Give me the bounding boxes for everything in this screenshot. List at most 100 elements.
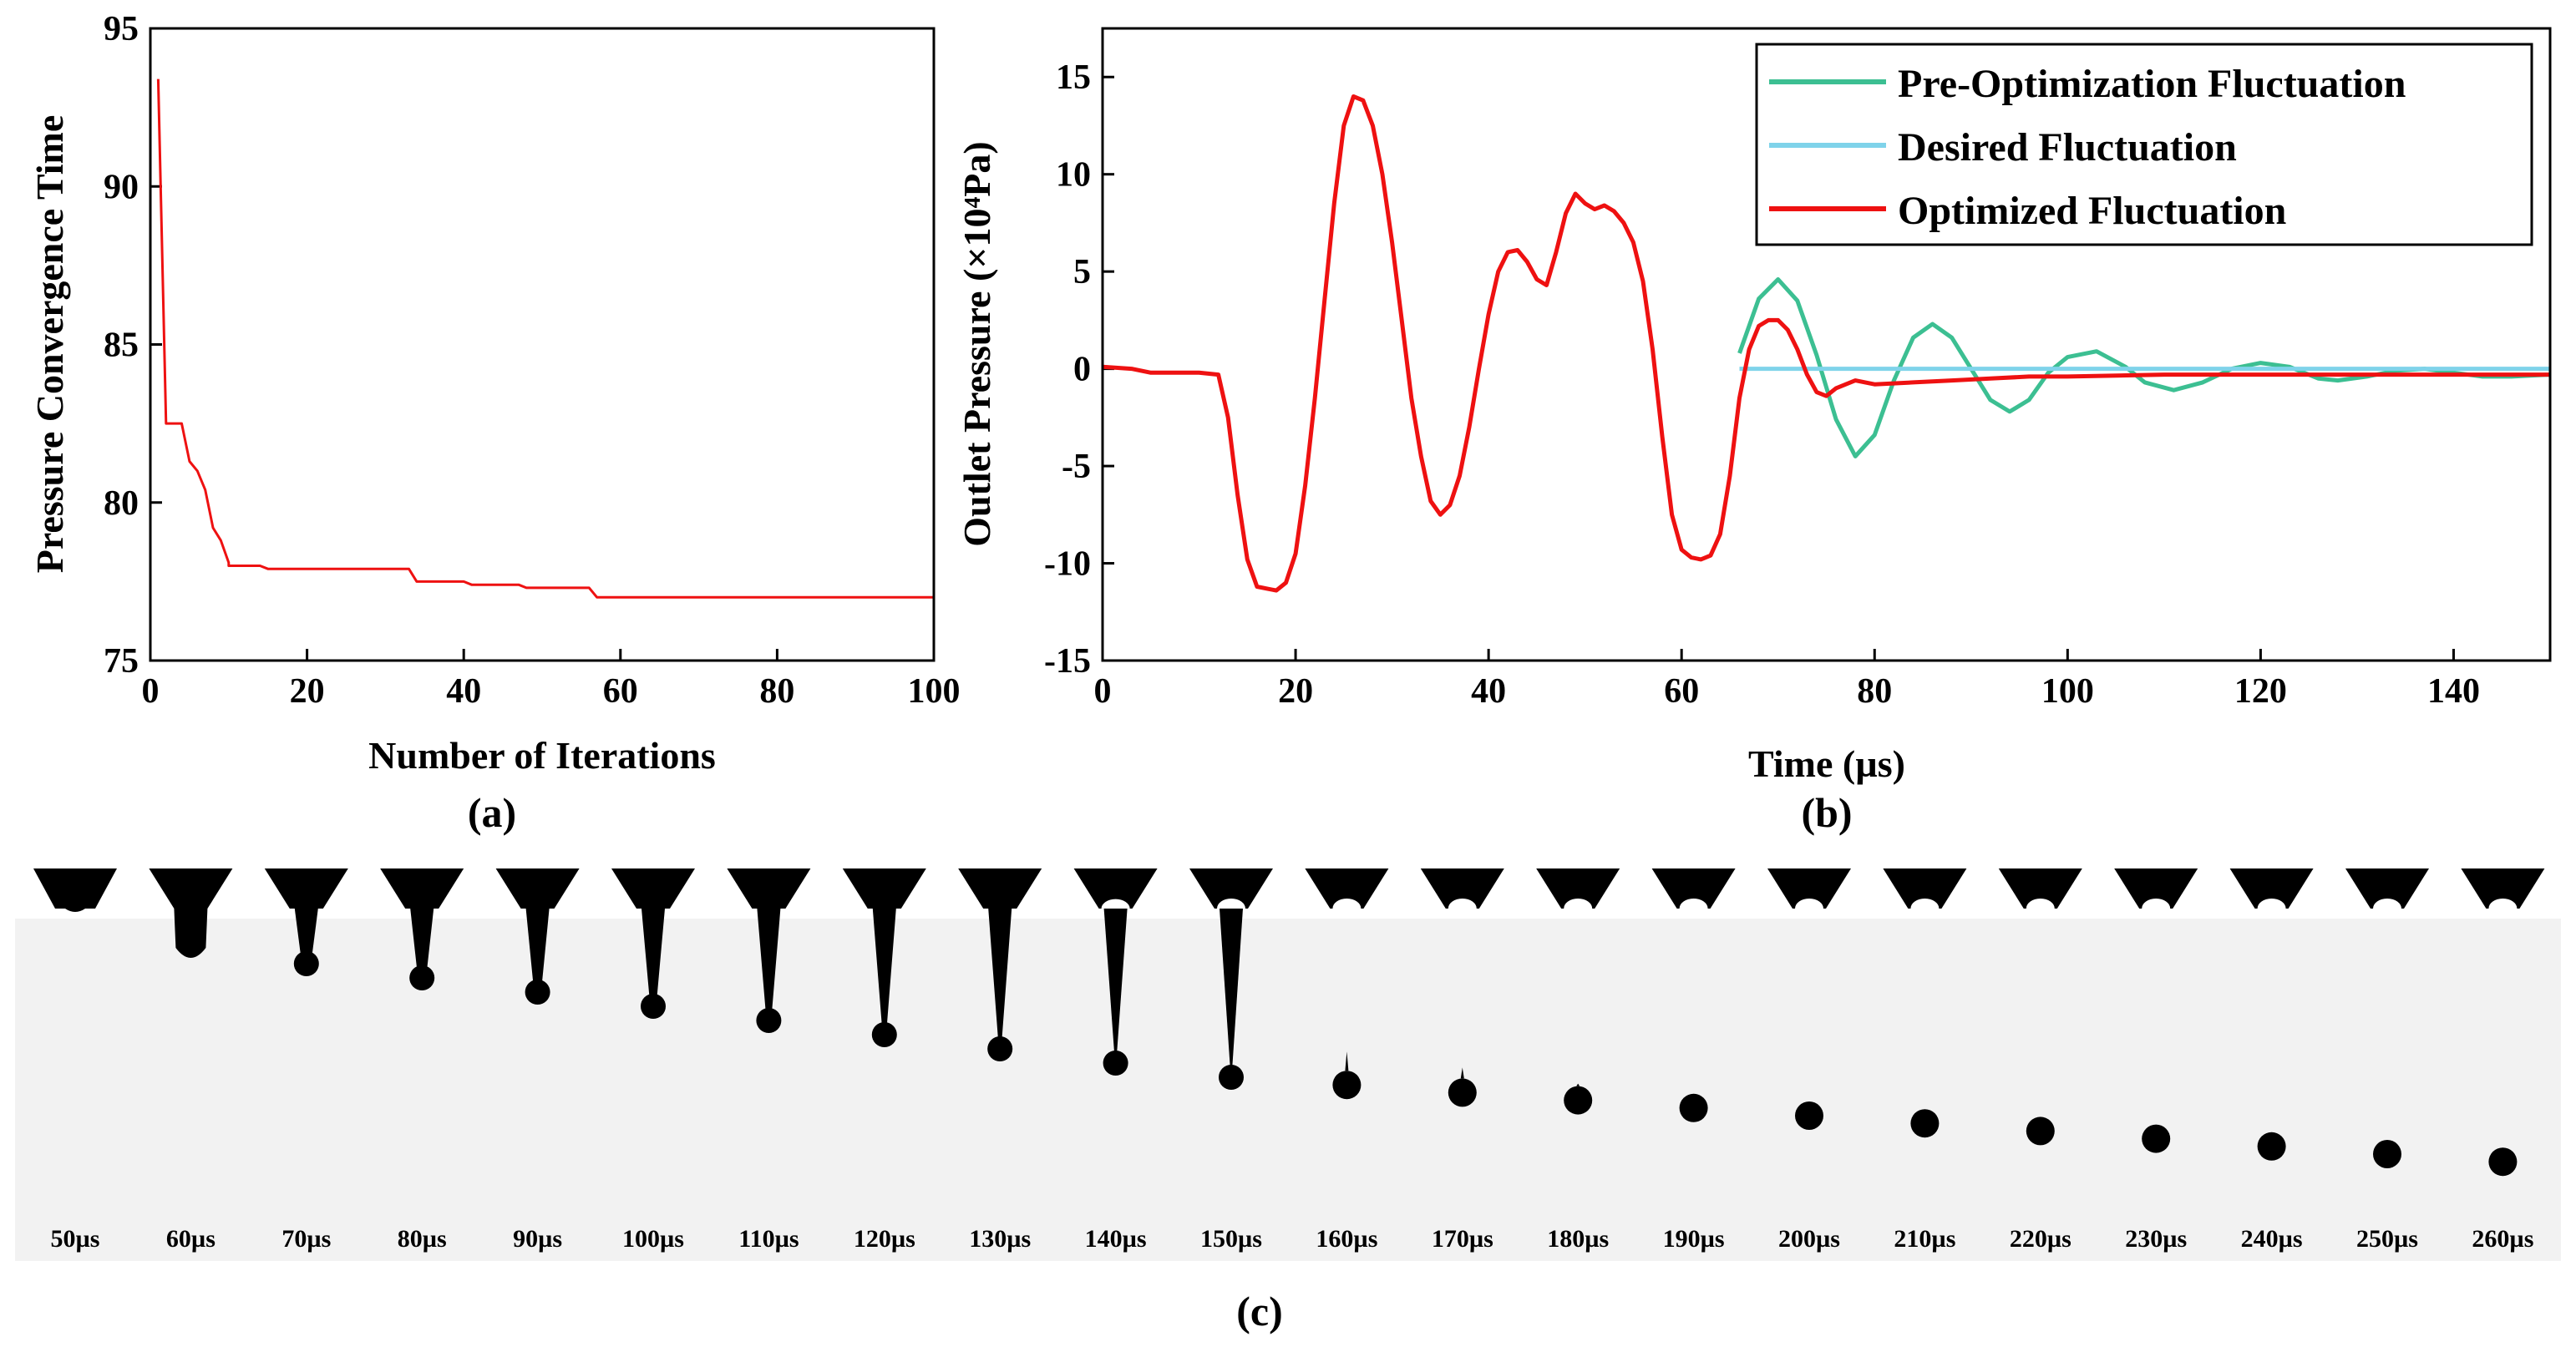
jet-ligament [1103, 909, 1128, 1056]
time-label: 130µs [969, 1225, 1031, 1253]
x-tick-label: 100 [908, 672, 961, 711]
nozzle-shape [1998, 868, 2082, 909]
nozzle-shape [611, 868, 695, 909]
nozzle-shape [1536, 868, 1620, 909]
droplet-frame: 240µs [2229, 868, 2314, 1253]
droplet-shape [1564, 1086, 1593, 1115]
y-tick-label: -5 [1062, 448, 1091, 486]
panel-a-xlabel: Number of Iterations [368, 734, 716, 777]
legend-label-desired: Desired Fluctuation [1898, 125, 2237, 170]
nozzle-meniscus [1332, 899, 1362, 919]
time-label: 220µs [2010, 1225, 2071, 1253]
droplet-shape [174, 909, 208, 958]
x-tick-label: 60 [1664, 672, 1699, 711]
nozzle-meniscus [2142, 899, 2171, 919]
y-tick-label: 95 [104, 10, 139, 48]
nozzle-shape [495, 868, 580, 909]
time-label: 100µs [622, 1225, 684, 1253]
jet-ligament [988, 909, 1012, 1042]
droplet-frame: 110µs [727, 868, 811, 1253]
y-tick-label: 85 [104, 327, 139, 365]
nozzle-shape [2114, 868, 2198, 909]
time-label: 210µs [1894, 1225, 1955, 1253]
jet-ligament [294, 909, 318, 957]
droplet-frame: 50µs [33, 868, 117, 1253]
y-tick-label: -10 [1044, 545, 1091, 584]
x-tick-label: 120 [2234, 672, 2287, 711]
time-label: 180µs [1547, 1225, 1609, 1253]
panel-a-plot-frame [149, 27, 936, 662]
time-label: 110µs [738, 1225, 799, 1253]
x-tick-label: 140 [2427, 672, 2480, 711]
y-tick-label: 90 [104, 168, 139, 206]
droplet-frame: 120µs [842, 868, 926, 1253]
legend-label-pre: Pre-Optimization Fluctuation [1898, 62, 2406, 106]
droplet-frame: 190µs [1651, 868, 1736, 1253]
time-label: 200µs [1778, 1225, 1840, 1253]
droplet-shape [871, 1022, 897, 1047]
time-label: 80µs [398, 1225, 447, 1253]
y-tick-label: 10 [1056, 156, 1091, 195]
nozzle-shape [1073, 868, 1158, 909]
droplet-frame: 70µs [264, 868, 348, 1253]
x-tick-label: 80 [759, 672, 794, 711]
nozzle-shape [264, 868, 348, 909]
nozzle-meniscus [1564, 899, 1593, 919]
panel-b-legend: Pre-Optimization Fluctuation Desired Flu… [1755, 43, 2533, 246]
droplet-frame: 150µs [1189, 868, 1273, 1253]
nozzle-meniscus [1795, 899, 1823, 919]
time-label: 260µs [2472, 1225, 2533, 1253]
y-tick-label: -15 [1044, 642, 1091, 681]
panel-b-label: (b) [1801, 789, 1852, 836]
series-line-optimized-fluctuation [1103, 94, 2550, 593]
panel-a-chart: 0 20 40 60 80 100 75 80 85 90 95 Pressure Converge… [28, 10, 961, 836]
nozzle-shape [380, 868, 464, 909]
time-label: 120µs [854, 1225, 915, 1253]
time-label: 150µs [1200, 1225, 1262, 1253]
droplet-strip-background [15, 919, 2561, 1261]
jet-ligament [1220, 909, 1243, 1071]
x-tick-label: 0 [142, 672, 160, 711]
nozzle-meniscus [2373, 899, 2401, 919]
panel-a-ylabel: Pressure Convergence Time [28, 115, 71, 574]
x-tick-label: 80 [1857, 672, 1892, 711]
nozzle-shape [1767, 868, 1851, 909]
droplet-frame: 210µs [1883, 868, 1967, 1253]
droplet-shape [987, 1036, 1013, 1061]
y-tick-label: 75 [104, 642, 139, 681]
droplet-shape [1679, 1093, 1708, 1122]
x-tick-label: 100 [2041, 672, 2094, 711]
jet-ligament [757, 909, 781, 1014]
droplet-frame: 220µs [1998, 868, 2082, 1253]
time-label: 230µs [2125, 1225, 2187, 1253]
droplet-shape [2026, 1117, 2055, 1146]
time-label: 50µs [51, 1225, 100, 1253]
droplet-frame: 100µs [611, 868, 695, 1253]
x-tick-label: 20 [290, 672, 325, 711]
time-label: 70µs [281, 1225, 331, 1253]
droplet-shape [1103, 1051, 1128, 1076]
y-tick-label: 15 [1056, 58, 1091, 97]
y-tick-label: 0 [1073, 351, 1091, 389]
nozzle-shape [1883, 868, 1967, 909]
droplet-tail [1345, 1051, 1349, 1071]
nozzle-shape [1651, 868, 1736, 909]
time-label: 60µs [166, 1225, 216, 1253]
droplet-shape [1795, 1101, 1823, 1130]
droplet-shape [2488, 1147, 2518, 1177]
time-label: 190µs [1663, 1225, 1725, 1253]
panel-b-ylabel: Outlet Pressure (×10⁴Pa) [956, 141, 998, 546]
droplet-frame: 250µs [2345, 868, 2429, 1253]
x-tick-label: 40 [446, 672, 481, 711]
droplet-frame: 180µs [1536, 868, 1620, 1253]
nozzle-shape [2461, 868, 2545, 909]
nozzle-shape [1305, 868, 1389, 909]
panel-b-xlabel: Time (µs) [1748, 742, 1905, 785]
y-tick-label: 5 [1073, 253, 1091, 291]
droplet-frame: 80µs [380, 868, 464, 1253]
nozzle-meniscus [1448, 899, 1477, 919]
x-tick-label: 40 [1471, 672, 1506, 711]
nozzle-shape [33, 868, 117, 909]
nozzle-meniscus [1910, 899, 1940, 919]
nozzle-shape [842, 868, 926, 909]
